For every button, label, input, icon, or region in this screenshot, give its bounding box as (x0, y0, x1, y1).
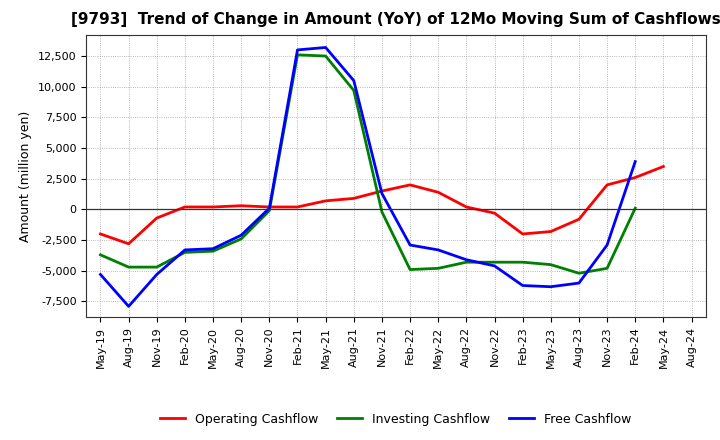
Free Cashflow (518, 283, 527, 288)
Investing Cashflow (153, 264, 161, 270)
Operating Cashflow (546, 229, 555, 234)
Free Cashflow (490, 263, 499, 268)
Operating Cashflow (265, 204, 274, 209)
Free Cashflow (546, 284, 555, 290)
Investing Cashflow (293, 52, 302, 58)
Operating Cashflow (349, 196, 358, 201)
Free Cashflow (96, 272, 105, 277)
Operating Cashflow (181, 204, 189, 209)
Free Cashflow (125, 304, 133, 309)
Free Cashflow (631, 159, 639, 164)
Investing Cashflow (434, 266, 443, 271)
Operating Cashflow (125, 241, 133, 246)
Free Cashflow (434, 247, 443, 253)
Operating Cashflow (209, 204, 217, 209)
Operating Cashflow (518, 231, 527, 237)
Operating Cashflow (575, 216, 583, 222)
Operating Cashflow (321, 198, 330, 203)
Operating Cashflow (377, 188, 386, 194)
Legend: Operating Cashflow, Investing Cashflow, Free Cashflow: Operating Cashflow, Investing Cashflow, … (156, 407, 636, 430)
Investing Cashflow (377, 209, 386, 215)
Free Cashflow (462, 257, 471, 262)
Investing Cashflow (237, 236, 246, 242)
Y-axis label: Amount (million yen): Amount (million yen) (19, 110, 32, 242)
Operating Cashflow (462, 204, 471, 209)
Free Cashflow (321, 45, 330, 50)
Line: Investing Cashflow: Investing Cashflow (101, 55, 635, 273)
Operating Cashflow (659, 164, 667, 169)
Investing Cashflow (265, 208, 274, 213)
Operating Cashflow (490, 210, 499, 216)
Free Cashflow (265, 205, 274, 211)
Investing Cashflow (321, 53, 330, 59)
Operating Cashflow (406, 182, 415, 187)
Free Cashflow (181, 247, 189, 253)
Operating Cashflow (434, 190, 443, 195)
Investing Cashflow (462, 260, 471, 265)
Investing Cashflow (125, 264, 133, 270)
Investing Cashflow (546, 262, 555, 267)
Free Cashflow (603, 242, 611, 248)
Operating Cashflow (237, 203, 246, 209)
Free Cashflow (153, 272, 161, 277)
Investing Cashflow (209, 249, 217, 254)
Investing Cashflow (349, 88, 358, 93)
Investing Cashflow (96, 252, 105, 257)
Operating Cashflow (603, 182, 611, 187)
Free Cashflow (349, 78, 358, 83)
Free Cashflow (406, 242, 415, 248)
Free Cashflow (209, 246, 217, 251)
Operating Cashflow (153, 216, 161, 221)
Line: Operating Cashflow: Operating Cashflow (101, 166, 663, 244)
Investing Cashflow (406, 267, 415, 272)
Investing Cashflow (490, 260, 499, 265)
Free Cashflow (377, 191, 386, 196)
Investing Cashflow (181, 250, 189, 255)
Title: [9793]  Trend of Change in Amount (YoY) of 12Mo Moving Sum of Cashflows: [9793] Trend of Change in Amount (YoY) o… (71, 12, 720, 27)
Free Cashflow (237, 233, 246, 238)
Line: Free Cashflow: Free Cashflow (101, 48, 635, 306)
Investing Cashflow (631, 205, 639, 211)
Operating Cashflow (293, 204, 302, 209)
Investing Cashflow (518, 260, 527, 265)
Investing Cashflow (603, 266, 611, 271)
Free Cashflow (575, 280, 583, 286)
Free Cashflow (293, 47, 302, 52)
Operating Cashflow (96, 231, 105, 237)
Operating Cashflow (631, 175, 639, 180)
Investing Cashflow (575, 271, 583, 276)
